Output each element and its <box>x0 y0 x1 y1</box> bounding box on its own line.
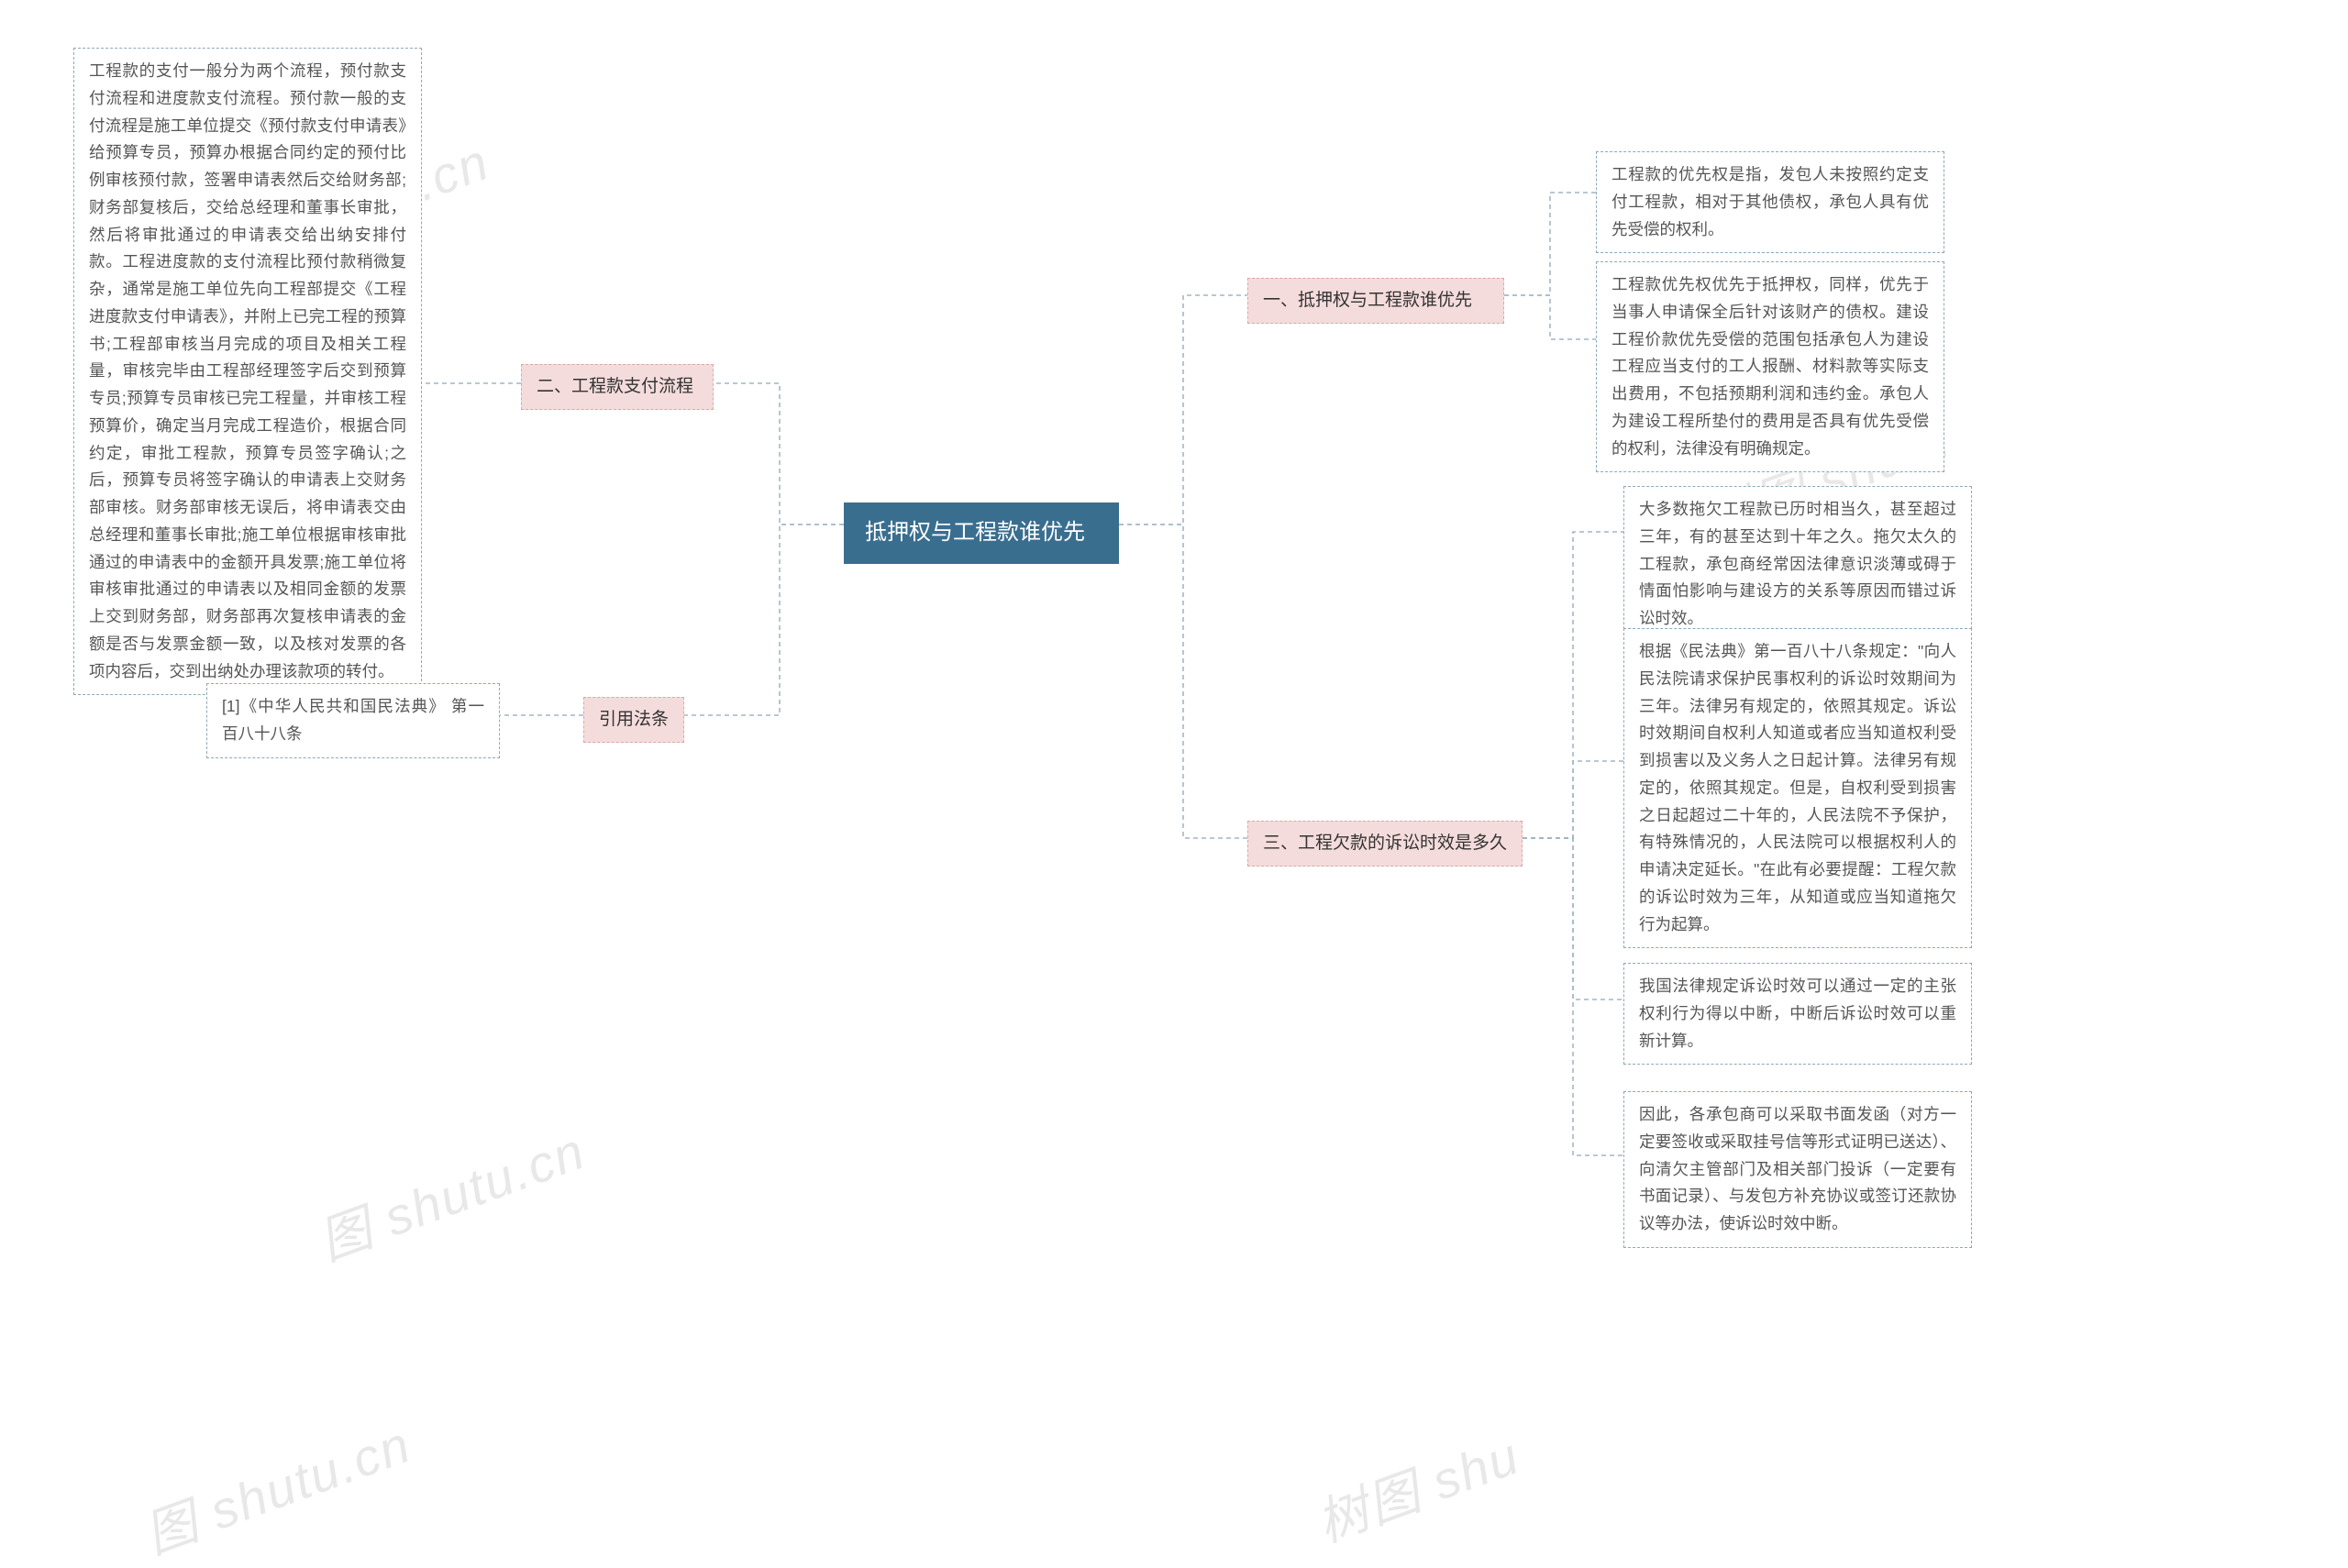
leaf-b3-3: 我国法律规定诉讼时效可以通过一定的主张权利行为得以中断，中断后诉讼时效可以重新计… <box>1623 963 1972 1065</box>
leaf-b4-1: [1]《中华人民共和国民法典》 第一百八十八条 <box>206 683 500 758</box>
watermark: 树图 shu <box>1305 1415 1529 1557</box>
watermark: 图 shutu.cn <box>133 1404 420 1568</box>
branch-1: 一、抵押权与工程款谁优先 <box>1247 278 1504 324</box>
leaf-b3-2: 根据《民法典》第一百八十八条规定："向人民法院请求保护民事权利的诉讼时效期间为三… <box>1623 628 1972 948</box>
branch-2: 二、工程款支付流程 <box>521 364 714 410</box>
branch-3: 三、工程欠款的诉讼时效是多久 <box>1247 821 1523 867</box>
leaf-b1-1: 工程款的优先权是指，发包人未按照约定支付工程款，相对于其他债权，承包人具有优先受… <box>1596 151 1944 253</box>
root-node: 抵押权与工程款谁优先 <box>844 502 1119 564</box>
watermark: 图 shutu.cn <box>307 1110 594 1275</box>
leaf-b2-1: 工程款的支付一般分为两个流程，预付款支付流程和进度款支付流程。预付款一般的支付流… <box>73 48 422 695</box>
leaf-b1-2: 工程款优先权优先于抵押权，同样，优先于当事人申请保全后针对该财产的债权。建设工程… <box>1596 261 1944 472</box>
leaf-b3-4: 因此，各承包商可以采取书面发函（对方一定要签收或采取挂号信等形式证明已送达）、向… <box>1623 1091 1972 1248</box>
leaf-b3-1: 大多数拖欠工程款已历时相当久，甚至超过三年，有的甚至达到十年之久。拖欠太久的工程… <box>1623 486 1972 643</box>
branch-4: 引用法条 <box>583 697 684 743</box>
